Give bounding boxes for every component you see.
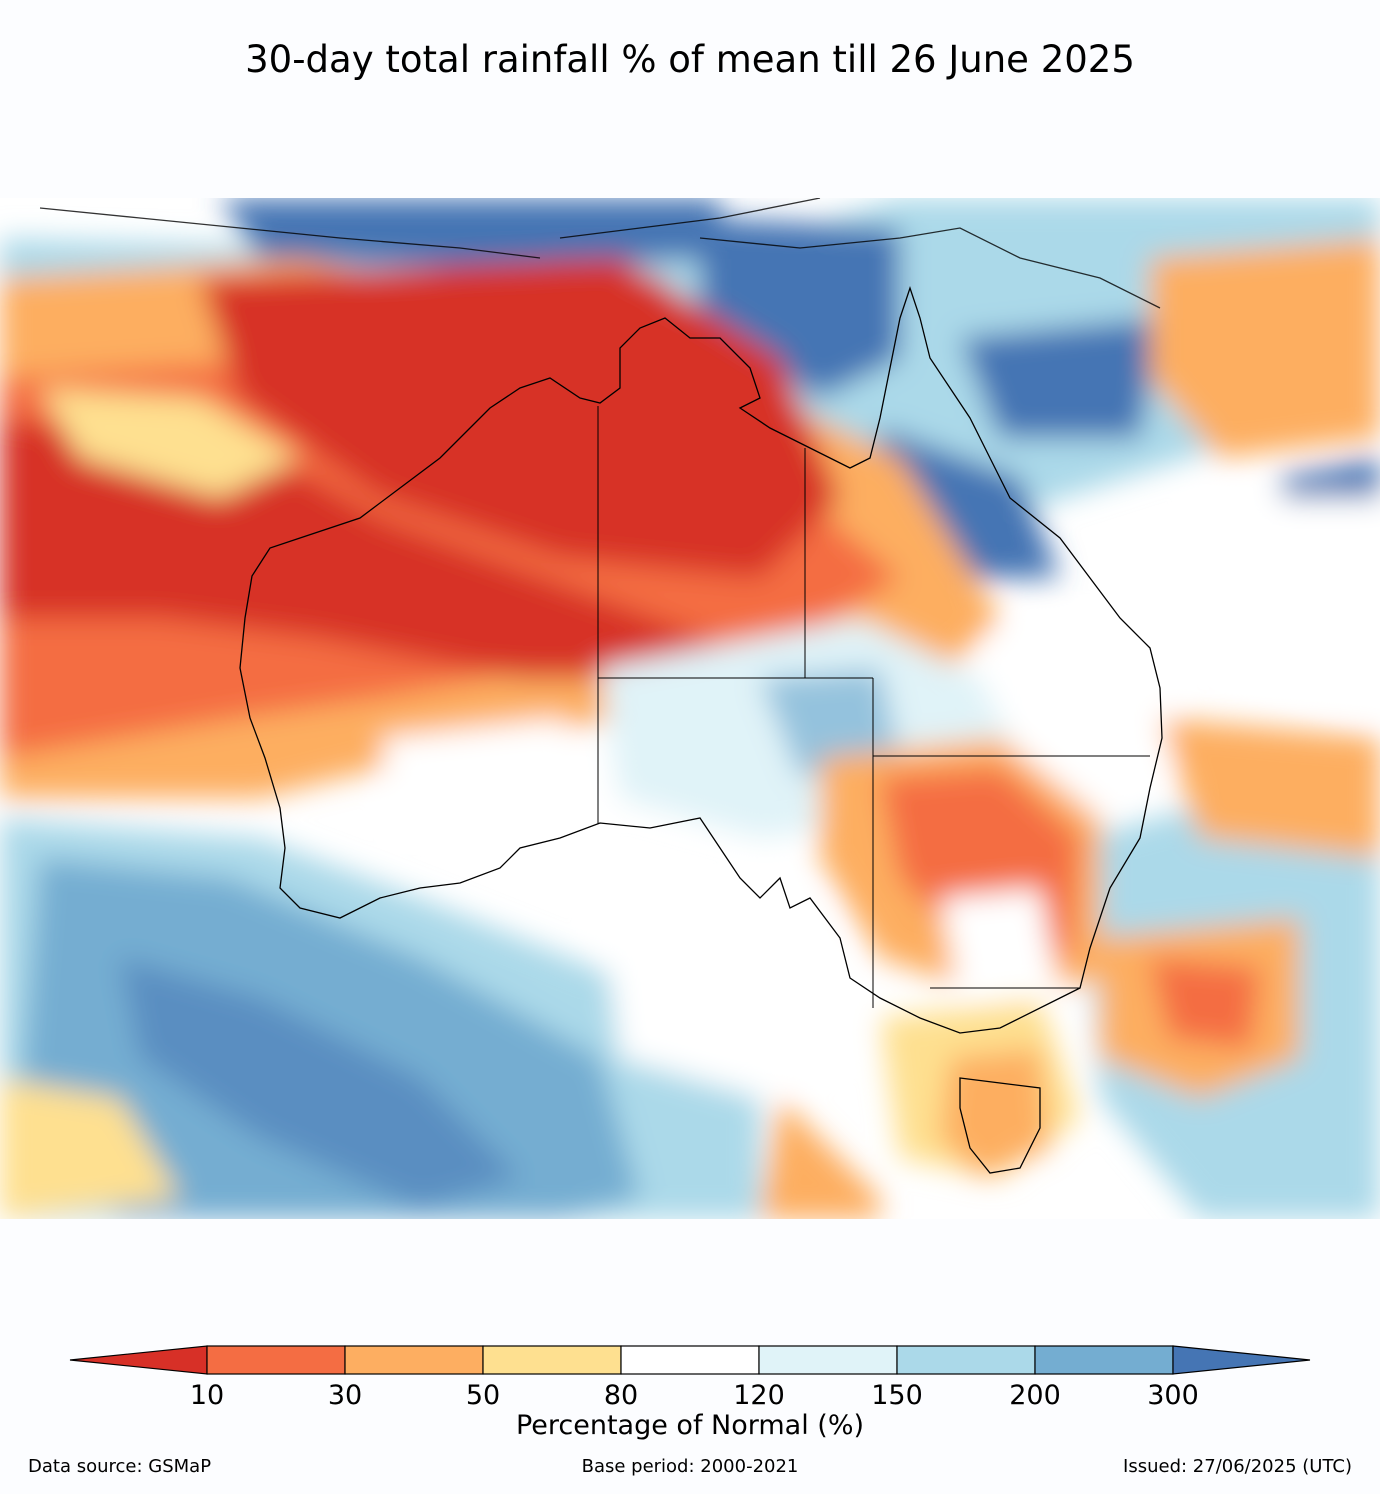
rainfall-field	[0, 198, 1380, 1219]
colorbar-segment	[344, 1345, 484, 1375]
rainfall-map	[0, 198, 1380, 1219]
state-borders	[597, 406, 1150, 1008]
colorbar-tick-label: 120	[733, 1380, 785, 1411]
colorbar-segment	[482, 1345, 622, 1375]
tasmania-coastline	[959, 1077, 1041, 1174]
colorbar-tick-label: 80	[603, 1380, 639, 1411]
new-guinea-coastline	[559, 198, 821, 239]
colorbar-tick-label: 300	[1147, 1380, 1199, 1411]
colorbar-segment	[206, 1345, 346, 1375]
colorbar-segment	[620, 1345, 760, 1375]
indonesia-coastline	[39, 207, 541, 259]
colorbar-segment	[896, 1345, 1036, 1375]
issued-date-text: Issued: 27/06/2025 (UTC)	[1123, 1456, 1352, 1477]
colorbar-extend-low	[69, 1345, 208, 1375]
colorbar-segment	[758, 1345, 898, 1375]
colorbar-extend-high	[1172, 1345, 1311, 1375]
colorbar-segment	[1034, 1345, 1174, 1375]
australia-coastline	[239, 285, 1163, 1034]
colorbar-tick-label: 200	[1009, 1380, 1061, 1411]
colorbar	[69, 1345, 1311, 1375]
map-title: 30-day total rainfall % of mean till 26 …	[245, 38, 1135, 81]
base-period-text: Base period: 2000-2021	[581, 1456, 799, 1477]
coastline-outline	[39, 198, 1163, 1174]
colorbar-tick-label: 10	[189, 1380, 225, 1411]
new-guinea-south-coast	[699, 227, 1161, 309]
colorbar-tick-label: 50	[465, 1380, 501, 1411]
colorbar-label: Percentage of Normal (%)	[515, 1410, 865, 1441]
data-source-text: Data source: GSMaP	[28, 1456, 212, 1477]
colorbar-tick-label: 30	[327, 1380, 363, 1411]
colorbar-tick-label: 150	[871, 1380, 923, 1411]
